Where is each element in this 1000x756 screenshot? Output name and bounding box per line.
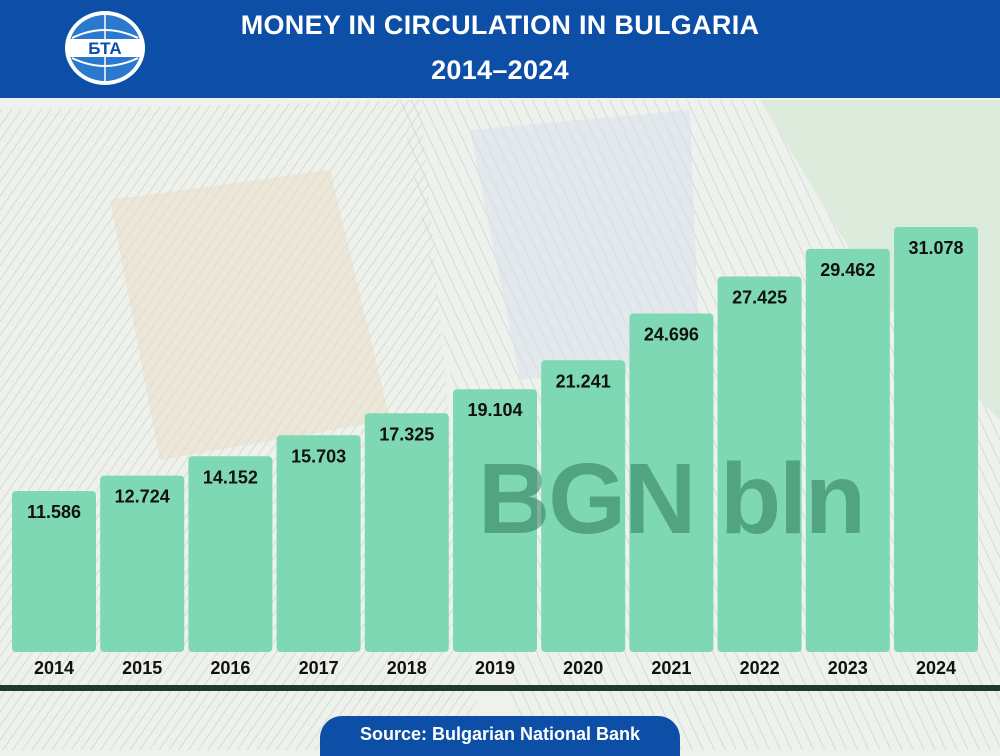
category-label-2019: 2019 (475, 658, 515, 678)
category-label-2017: 2017 (299, 658, 339, 678)
value-label-2019: 19.104 (467, 400, 522, 420)
bar-2015 (100, 475, 185, 652)
unit-label: BGN bln (478, 443, 866, 555)
svg-text:БТА: БТА (88, 39, 121, 58)
bottom-divider (0, 685, 1000, 691)
value-label-2016: 14.152 (203, 467, 258, 487)
bar-2019 (453, 389, 537, 652)
bar-2023 (805, 248, 890, 652)
bta-logo-icon: БТА (65, 11, 145, 85)
header-banner: БТА MONEY IN CIRCULATION IN BULGARIA 201… (0, 0, 1000, 98)
value-label-2024: 31.078 (908, 238, 963, 258)
value-label-2020: 21.241 (556, 371, 611, 391)
bar-2017 (276, 435, 361, 652)
value-label-2023: 29.462 (820, 260, 875, 280)
bar-2020 (541, 360, 626, 652)
bar-2022 (717, 276, 802, 652)
source-label: Source: Bulgarian National Bank (320, 716, 680, 756)
category-label-2016: 2016 (210, 658, 250, 678)
category-label-2015: 2015 (122, 658, 162, 678)
category-label-2020: 2020 (563, 658, 603, 678)
bar-2016 (188, 456, 273, 652)
chart-subtitle: 2014–2024 (431, 55, 569, 85)
bar-2014 (12, 491, 96, 652)
bar-2024 (894, 227, 978, 652)
value-label-2014: 11.586 (27, 502, 81, 522)
category-label-2023: 2023 (828, 658, 868, 678)
category-label-2024: 2024 (916, 658, 956, 678)
category-label-2018: 2018 (387, 658, 427, 678)
bar-2021 (629, 313, 714, 652)
chart-title: MONEY IN CIRCULATION IN BULGARIA (240, 10, 760, 40)
value-label-2018: 17.325 (379, 424, 434, 444)
value-label-2015: 12.724 (115, 487, 170, 507)
category-label-2022: 2022 (740, 658, 780, 678)
value-label-2017: 15.703 (291, 446, 346, 466)
bar-chart: 11.586 2014 12.724 2015 14.152 2016 15.703 2017… (12, 227, 978, 678)
bar-2018 (364, 413, 449, 652)
value-label-2021: 24.696 (644, 324, 699, 344)
value-label-2022: 27.425 (732, 287, 787, 307)
category-label-2014: 2014 (34, 658, 74, 678)
category-label-2021: 2021 (651, 658, 691, 678)
